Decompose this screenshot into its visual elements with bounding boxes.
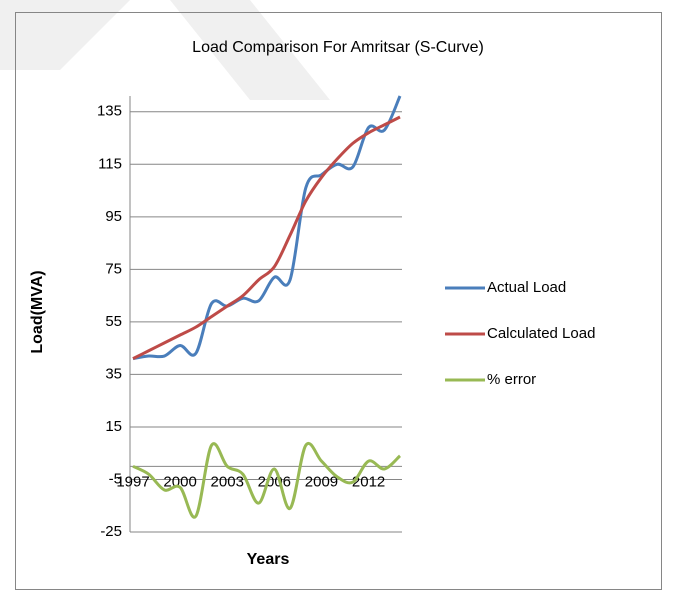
watermark <box>0 0 130 70</box>
y-tick-label: 115 <box>98 155 122 172</box>
series-line <box>132 115 401 360</box>
y-tick-label: 75 <box>105 260 122 277</box>
x-tick-label: 2003 <box>211 473 244 490</box>
chart-border <box>15 12 662 590</box>
y-tick-label: 55 <box>105 313 122 330</box>
series-line <box>132 442 402 519</box>
watermark <box>170 0 330 100</box>
chart-title: Load Comparison For Amritsar (S-Curve) <box>192 39 484 56</box>
x-tick-label: 2012 <box>352 473 385 490</box>
y-tick-label: 15 <box>105 418 122 435</box>
legend-label: Actual Load <box>487 279 566 296</box>
legend-label: % error <box>487 371 536 388</box>
y-axis-title: Load(MVA) <box>29 270 46 353</box>
y-tick-label: -25 <box>100 523 122 540</box>
y-tick-label: 35 <box>105 365 122 382</box>
x-tick-label: 2000 <box>163 473 196 490</box>
x-tick-label: 1997 <box>116 473 149 490</box>
x-axis-title: Years <box>247 551 290 568</box>
y-tick-label: 135 <box>97 103 122 120</box>
series-line <box>132 95 402 361</box>
x-tick-label: 2006 <box>258 473 291 490</box>
y-tick-label: -5 <box>109 470 122 487</box>
legend-label: Calculated Load <box>487 325 595 342</box>
y-tick-label: 95 <box>105 208 122 225</box>
x-tick-label: 2009 <box>305 473 338 490</box>
